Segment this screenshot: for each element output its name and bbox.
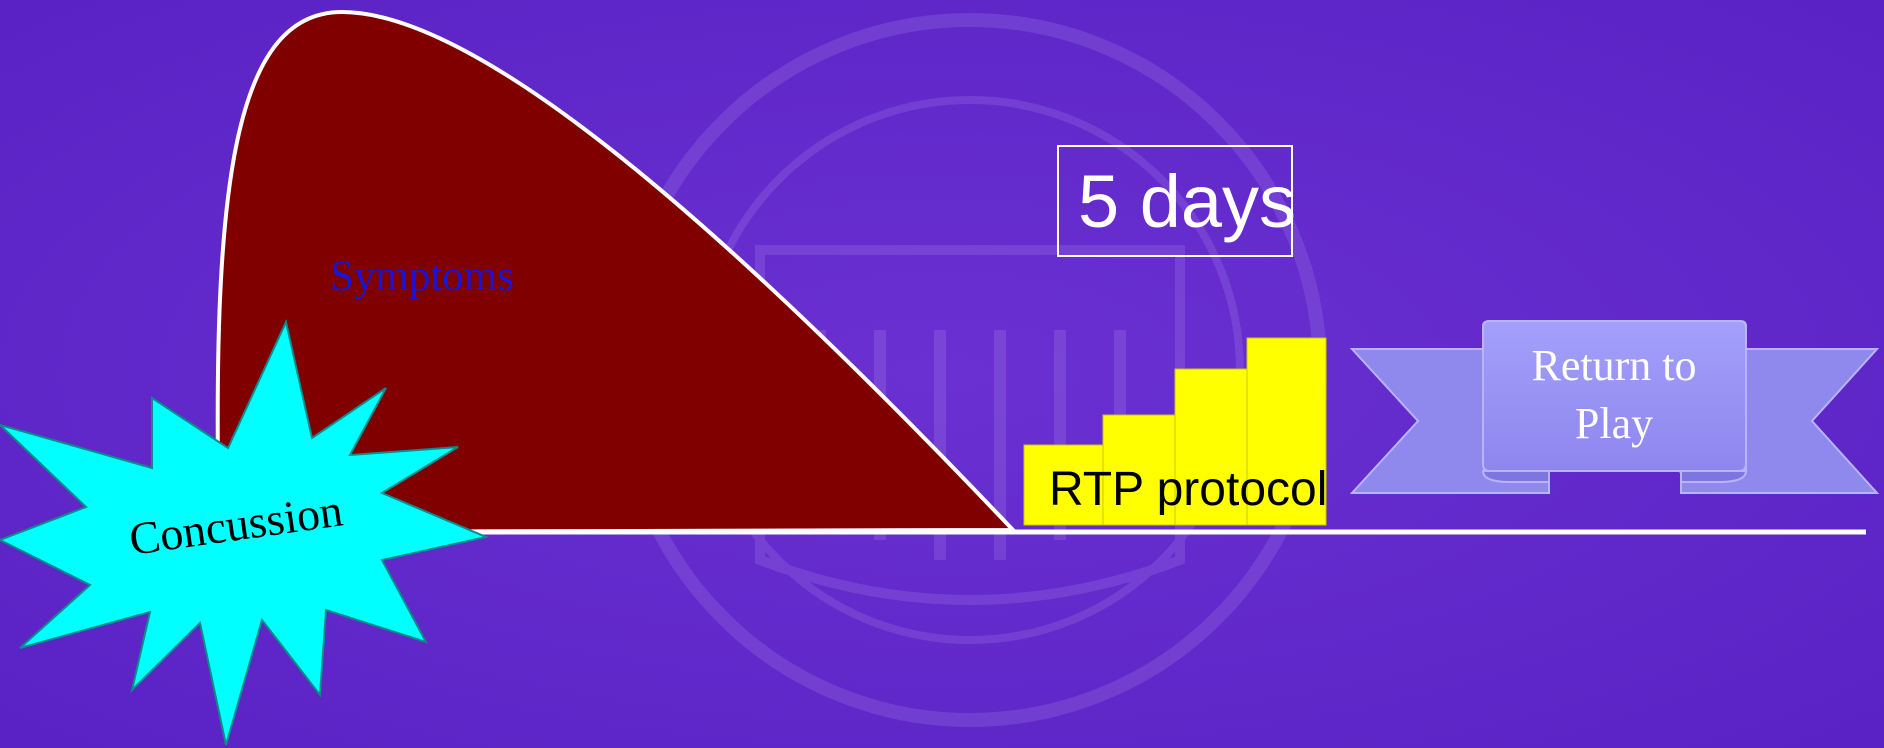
protocol-step	[1102, 414, 1176, 526]
protocol-label: RTP protocol	[1049, 463, 1327, 516]
symptom-curve	[215, 9, 1018, 535]
protocol-step	[1246, 337, 1327, 526]
ribbon-line: Play	[1575, 399, 1653, 448]
ribbon-body	[1482, 320, 1747, 472]
ribbon: Return to Play	[1349, 320, 1880, 494]
duration-label: 5 days	[1078, 160, 1296, 243]
protocol-step	[1023, 444, 1104, 526]
protocol-steps	[1023, 337, 1327, 526]
ribbon-line: Return to	[1532, 341, 1697, 390]
duration-box	[1057, 145, 1293, 257]
concussion-burst	[0, 318, 490, 746]
protocol-step	[1174, 368, 1248, 526]
symptoms-label: Symptoms	[330, 253, 514, 300]
